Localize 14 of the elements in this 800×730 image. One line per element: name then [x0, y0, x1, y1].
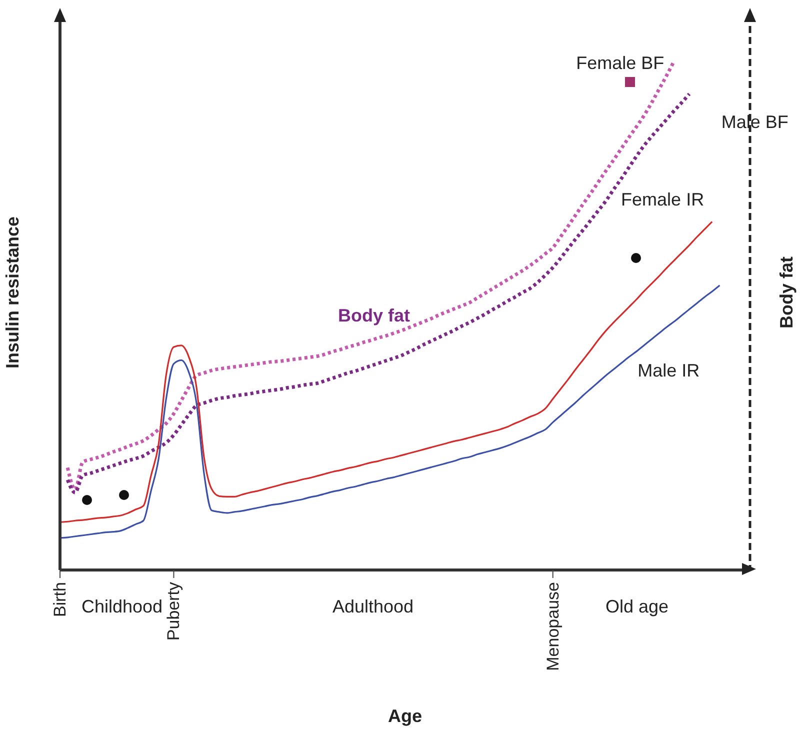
annotation: Body fat [338, 306, 410, 326]
x-tick-label: Puberty [164, 582, 184, 641]
series-label: Male IR [638, 360, 700, 380]
x-tick-label: Menopause [543, 582, 562, 671]
text: Male BF [721, 112, 788, 132]
text: Old age [605, 596, 669, 618]
y-axis-title: Insulin resistance [2, 216, 22, 369]
text: Adulthood [332, 596, 414, 618]
x-axis-title: Age [388, 706, 422, 726]
x-tick-label: Birth [50, 582, 70, 617]
y2-axis-title: Body fat [776, 256, 796, 328]
text: Childhood [81, 596, 163, 618]
series-label: Female IR [621, 190, 704, 210]
series-label: Female BF [576, 52, 664, 73]
